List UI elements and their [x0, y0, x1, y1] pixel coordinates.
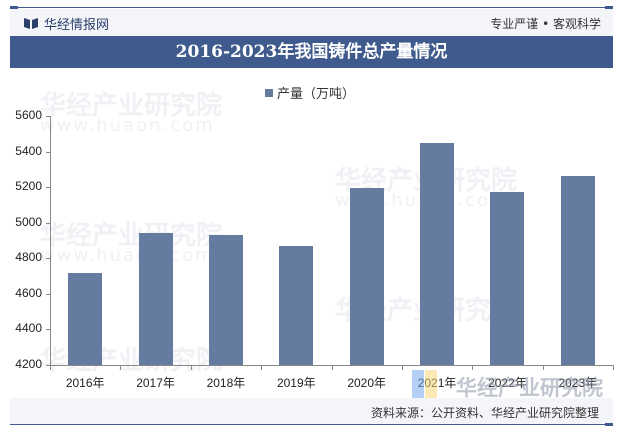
x-tick-label: 2020年: [347, 376, 387, 390]
x-tick: [331, 365, 333, 370]
x-tick: [120, 365, 122, 370]
bar-2018年: [208, 235, 243, 365]
y-tick: [46, 116, 50, 117]
x-tick-label: 2017年: [136, 376, 175, 390]
top-rule: [10, 7, 613, 8]
x-tick-label: 2019年: [276, 376, 316, 390]
y-tick: [46, 151, 50, 153]
x-tick-label: 2023年: [558, 376, 598, 390]
brand: 华经情报网: [24, 14, 109, 33]
y-tick: [46, 258, 50, 260]
legend: 产量（万吨）: [265, 83, 355, 102]
y-tick-label: 5200: [15, 179, 42, 194]
bar-2023年: [560, 176, 595, 365]
y-tick-label: 5000: [15, 214, 42, 229]
watermark: 华经产业研究院: [40, 91, 223, 121]
bar-2021年: [420, 142, 455, 365]
x-tick: [261, 365, 263, 370]
chart-title: 2016-2023年我国铸件总产量情况: [10, 36, 613, 68]
y-tick: [46, 187, 50, 189]
header-bar: 华经情报网 专业严谨 • 客观科学: [10, 9, 613, 36]
watermark: 华经产业研究院: [40, 221, 223, 251]
watermark-url: www.huaon.com: [40, 245, 215, 266]
x-tick: [613, 365, 614, 370]
bottom-rule-cap: [605, 423, 613, 426]
top-rule-cap-right: [605, 6, 613, 9]
bar-2017年: [138, 233, 173, 365]
y-tick-label: 4600: [15, 285, 42, 300]
source-note: 资料来源：公开资料、华经产业研究院整理: [370, 406, 599, 420]
y-tick: [46, 365, 50, 366]
y-tick-label: 5600: [15, 108, 42, 122]
legend-label: 产量（万吨）: [277, 87, 356, 102]
y-tick-label: 5400: [15, 143, 42, 158]
x-tick-label: 2018年: [206, 376, 246, 390]
x-tick: [542, 365, 544, 370]
watermark-url: www.huaon.com: [40, 115, 215, 136]
brand-name: 华经情报网: [44, 18, 110, 33]
top-rule-cap-left: [10, 6, 18, 9]
x-tick: [190, 365, 192, 370]
book-logo-icon: [24, 18, 38, 29]
y-tick-label: 4200: [15, 357, 42, 371]
bar-2016年: [68, 272, 103, 365]
y-tick: [46, 293, 50, 295]
bar-2020年: [349, 188, 384, 365]
x-tick: [50, 365, 51, 370]
bar-2022年: [490, 192, 525, 365]
watermark-strong: 华经产业研究院: [456, 376, 603, 400]
x-tick: [472, 365, 474, 370]
y-tick-label: 4800: [15, 250, 42, 265]
y-tick: [46, 222, 50, 224]
watermark-logo-icon: [412, 370, 437, 398]
bar-2019年: [279, 245, 314, 365]
y-tick-label: 4400: [15, 321, 42, 336]
bottom-rule: [10, 424, 613, 425]
y-axis: [50, 116, 51, 366]
y-tick: [46, 329, 50, 331]
legend-swatch: [265, 88, 273, 97]
x-tick-label: 2016年: [65, 376, 105, 390]
slogan: 专业严谨 • 客观科学: [490, 17, 601, 31]
footer-bar: 资料来源：公开资料、华经产业研究院整理: [10, 398, 613, 424]
x-tick-label: 2022年: [488, 376, 527, 390]
x-tick: [401, 365, 403, 370]
